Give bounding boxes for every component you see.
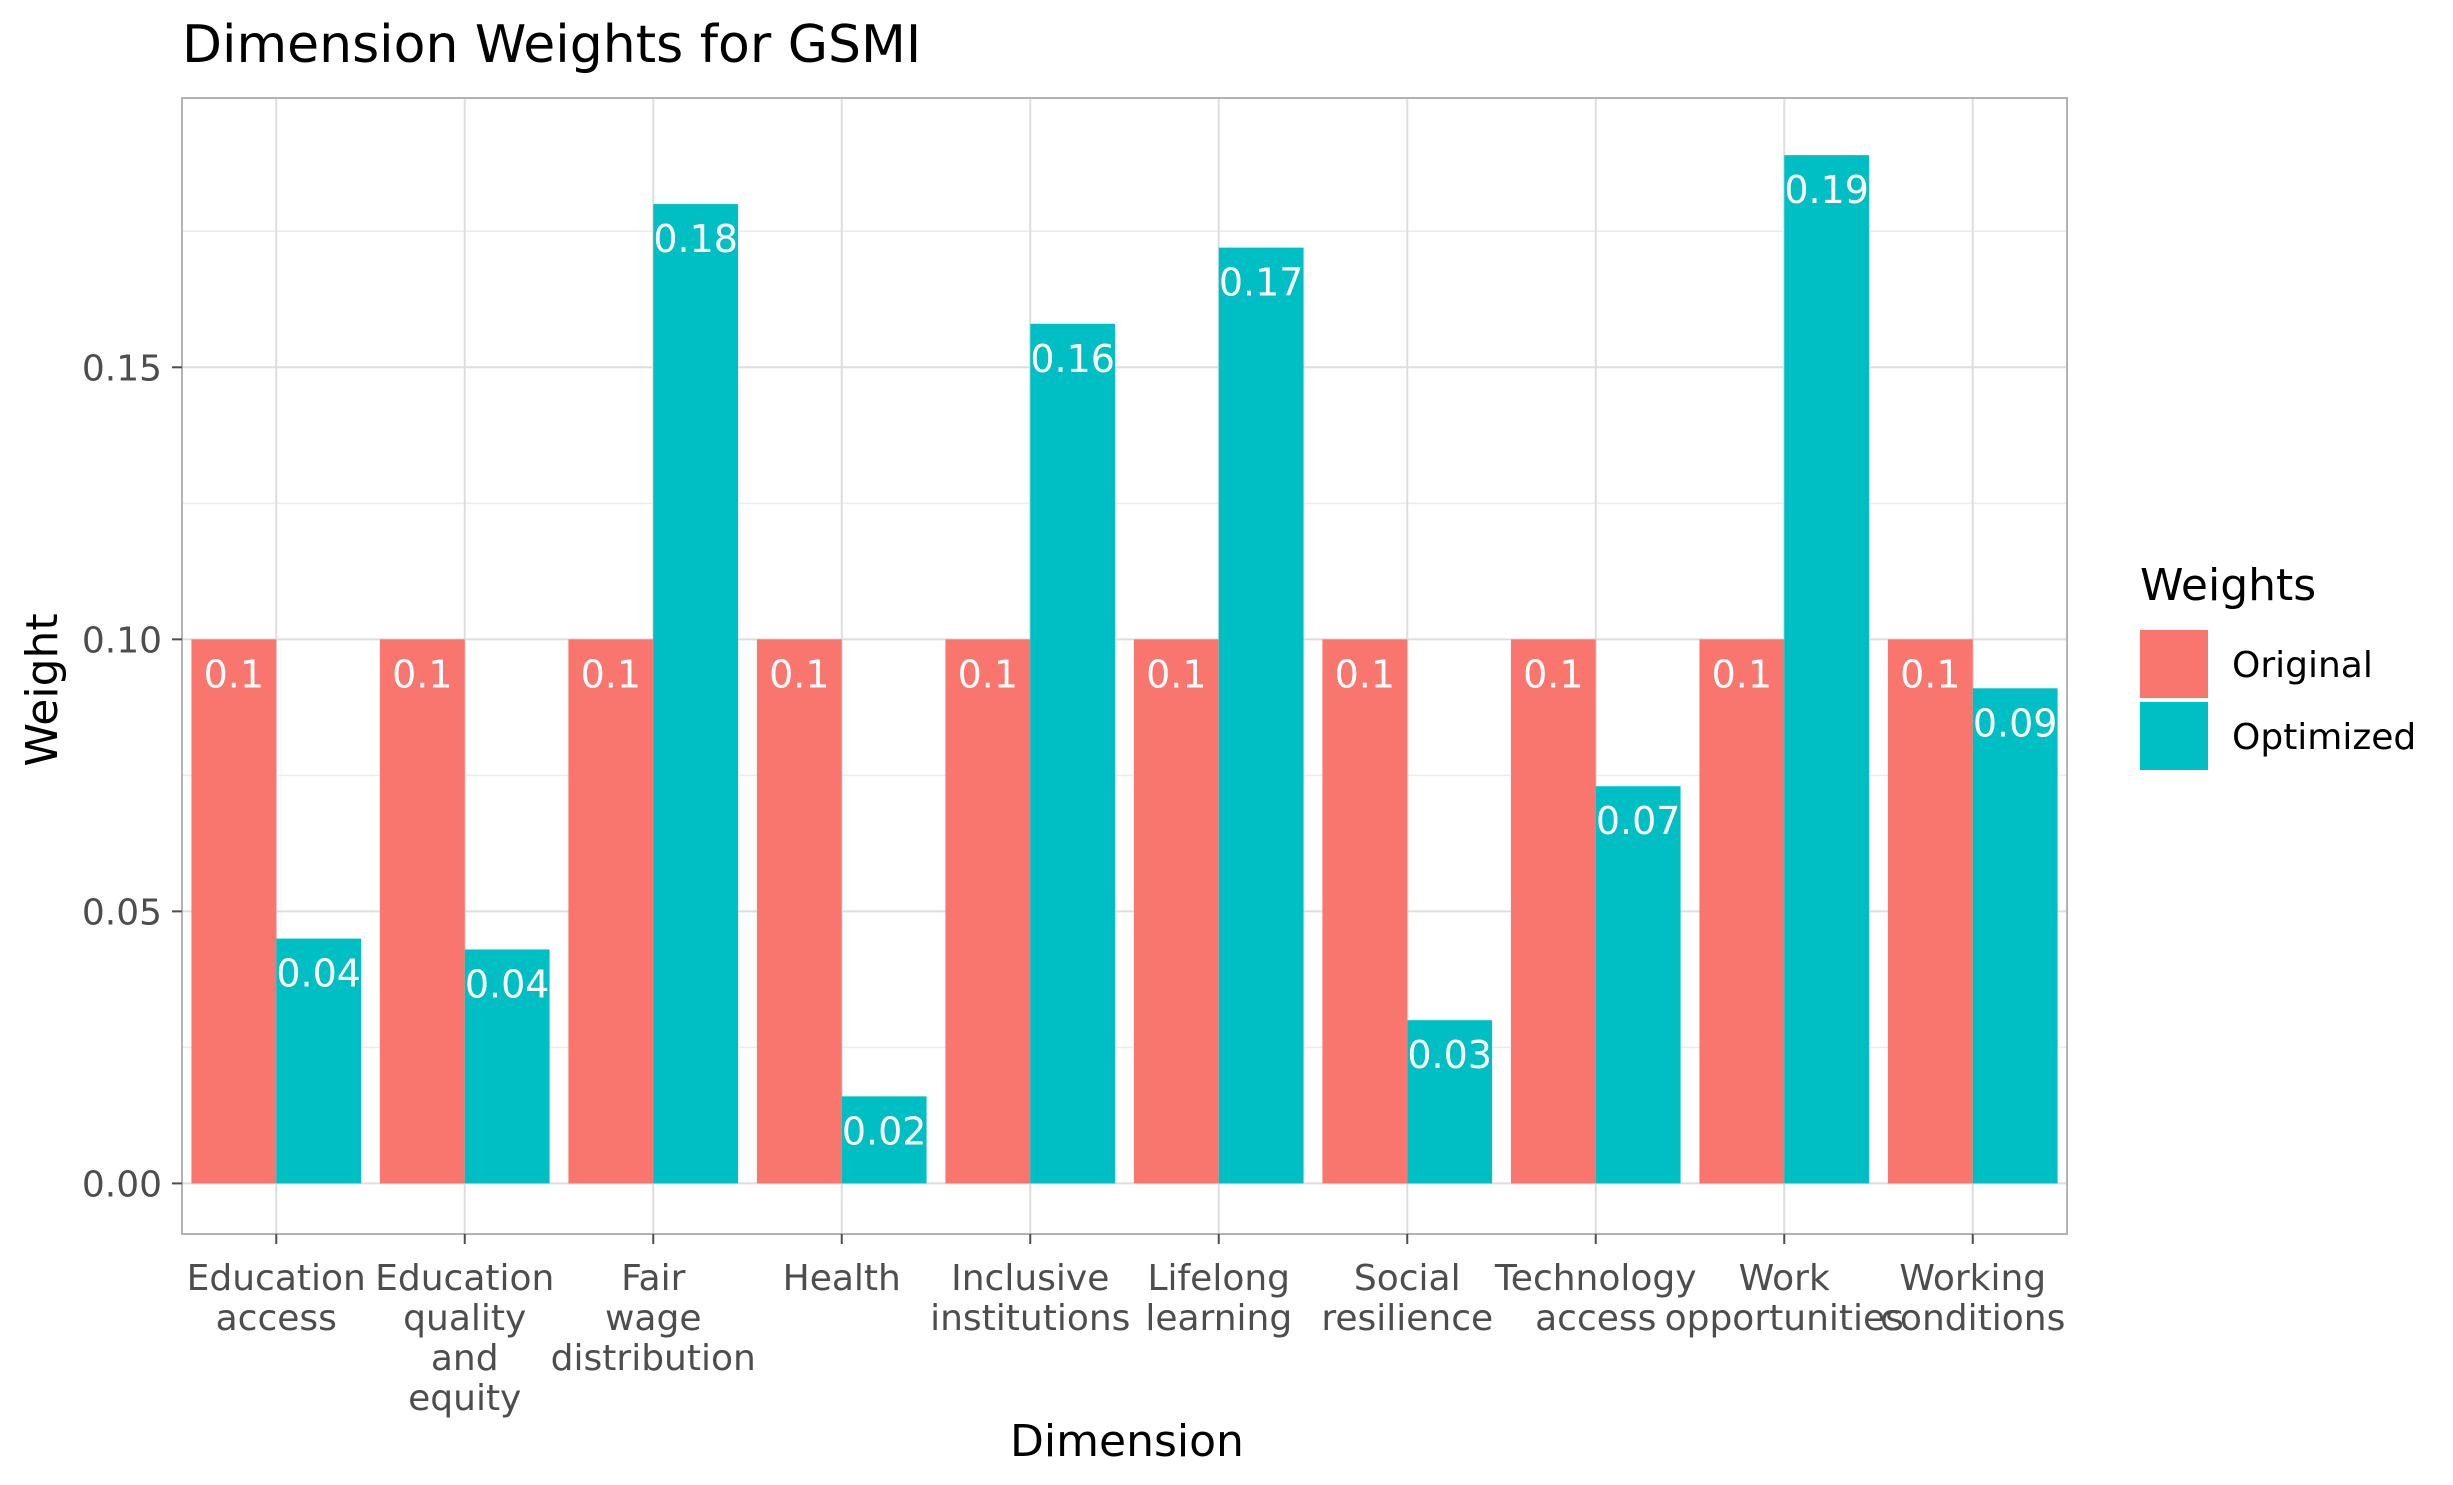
- x-tick-label-line: Education: [375, 1258, 554, 1299]
- legend-title: Weights: [2140, 560, 2316, 611]
- x-tick-label-line: opportunities: [1665, 1298, 1904, 1339]
- bar-optimized: [464, 949, 550, 1184]
- data-label: 0.1: [581, 652, 641, 696]
- bar-original: [191, 639, 277, 1184]
- bar-original: [1887, 639, 1973, 1184]
- data-label: 0.03: [1407, 1033, 1492, 1077]
- data-label: 0.1: [958, 652, 1018, 696]
- data-label: 0.19: [1784, 168, 1869, 212]
- x-tick-label-line: Social: [1354, 1258, 1461, 1299]
- x-tick-label-line: conditions: [1880, 1298, 2065, 1339]
- bar-optimized: [841, 1096, 927, 1184]
- x-tick-label-line: institutions: [930, 1298, 1130, 1339]
- bar-optimized: [1218, 247, 1304, 1184]
- x-tick-label-line: learning: [1145, 1298, 1292, 1339]
- x-tick-label: Education access: [187, 1258, 366, 1339]
- data-label: 0.04: [276, 952, 361, 996]
- x-tick-label-line: Work: [1739, 1258, 1830, 1299]
- legend-label: Original: [2232, 645, 2373, 686]
- x-axis-title: Dimension: [1010, 1416, 1244, 1467]
- bar-original: [379, 639, 465, 1184]
- bar-optimized: [1784, 155, 1870, 1184]
- bar-original: [1133, 639, 1219, 1184]
- x-tick-label-line: access: [216, 1298, 337, 1339]
- data-label: 0.1: [769, 652, 829, 696]
- data-label: 0.04: [465, 962, 550, 1006]
- bar-original: [756, 639, 842, 1184]
- data-label: 0.1: [1146, 652, 1206, 696]
- x-tick-label: Health: [783, 1258, 901, 1299]
- plot-area: 0.1 0.1 0.1 0.1 0.1 0.1 0.1 0.1 0.1 0.1 0.04 0.04 0.…: [82, 97, 2068, 1419]
- legend-key-optimized: [2140, 702, 2208, 770]
- data-label: 0.18: [653, 217, 738, 261]
- bar-optimized: [653, 204, 739, 1184]
- legend-key-original: [2140, 630, 2208, 698]
- x-tick-label-line: and: [431, 1338, 499, 1379]
- bar-optimized: [1030, 323, 1116, 1184]
- x-tick-label: Fair wage distribution: [551, 1258, 756, 1379]
- data-label: 0.1: [1523, 652, 1583, 696]
- bar-optimized: [1407, 1020, 1493, 1184]
- bar-original: [1510, 639, 1596, 1184]
- x-tick-label: Inclusive institutions: [930, 1258, 1130, 1339]
- y-tick-label: 0.15: [82, 348, 162, 389]
- legend: Weights Original Optimized: [2140, 560, 2416, 770]
- bar-original: [1699, 639, 1785, 1184]
- x-tick-label: Education quality and equity: [375, 1258, 554, 1419]
- x-tick-label-line: wage: [605, 1298, 702, 1339]
- x-tick-label: Working conditions: [1880, 1258, 2065, 1339]
- x-tick-label-line: Fair: [621, 1258, 685, 1299]
- y-tick-label: 0.10: [82, 620, 162, 661]
- x-tick-label-line: Health: [783, 1258, 901, 1299]
- legend-label: Optimized: [2232, 717, 2416, 758]
- data-label: 0.1: [1335, 652, 1395, 696]
- data-label: 0.1: [392, 652, 452, 696]
- data-label: 0.07: [1596, 799, 1681, 843]
- data-label: 0.1: [204, 652, 264, 696]
- y-tick-label: 0.05: [82, 892, 162, 933]
- bar-original: [568, 639, 654, 1184]
- x-tick-label-line: Technology: [1494, 1258, 1697, 1299]
- data-label: 0.16: [1030, 337, 1115, 381]
- data-label: 0.09: [1973, 701, 2058, 745]
- x-tick-label-line: Working: [1899, 1258, 2046, 1299]
- x-tick-label-line: resilience: [1321, 1298, 1493, 1339]
- data-label: 0.02: [842, 1109, 927, 1153]
- x-tick-label: Lifelong learning: [1145, 1258, 1292, 1339]
- y-tick-label: 0.00: [82, 1164, 162, 1205]
- y-axis-title: Weight: [17, 613, 68, 766]
- bar-optimized: [1595, 786, 1681, 1184]
- bar-original: [1322, 639, 1408, 1184]
- data-label: 0.17: [1219, 261, 1304, 305]
- plot-border: [181, 97, 2068, 1235]
- x-tick-label-line: distribution: [551, 1338, 756, 1379]
- x-tick-label: Work opportunities: [1665, 1258, 1904, 1339]
- bar-optimized: [276, 938, 362, 1184]
- data-label: 0.1: [1900, 652, 1960, 696]
- bar-original: [945, 639, 1031, 1184]
- x-tick-label: Technology access: [1494, 1258, 1697, 1339]
- x-tick-label-line: equity: [408, 1378, 521, 1419]
- data-label: 0.1: [1712, 652, 1772, 696]
- x-tick-label: Social resilience: [1321, 1258, 1493, 1339]
- x-tick-label-line: access: [1535, 1298, 1656, 1339]
- x-tick-label-line: Inclusive: [951, 1258, 1109, 1299]
- x-tick-label-line: Education: [187, 1258, 366, 1299]
- x-tick-label-line: Lifelong: [1147, 1258, 1290, 1299]
- chart-title: Dimension Weights for GSMI: [182, 15, 921, 75]
- bar-optimized: [1972, 688, 2058, 1184]
- x-tick-label-line: quality: [403, 1298, 526, 1339]
